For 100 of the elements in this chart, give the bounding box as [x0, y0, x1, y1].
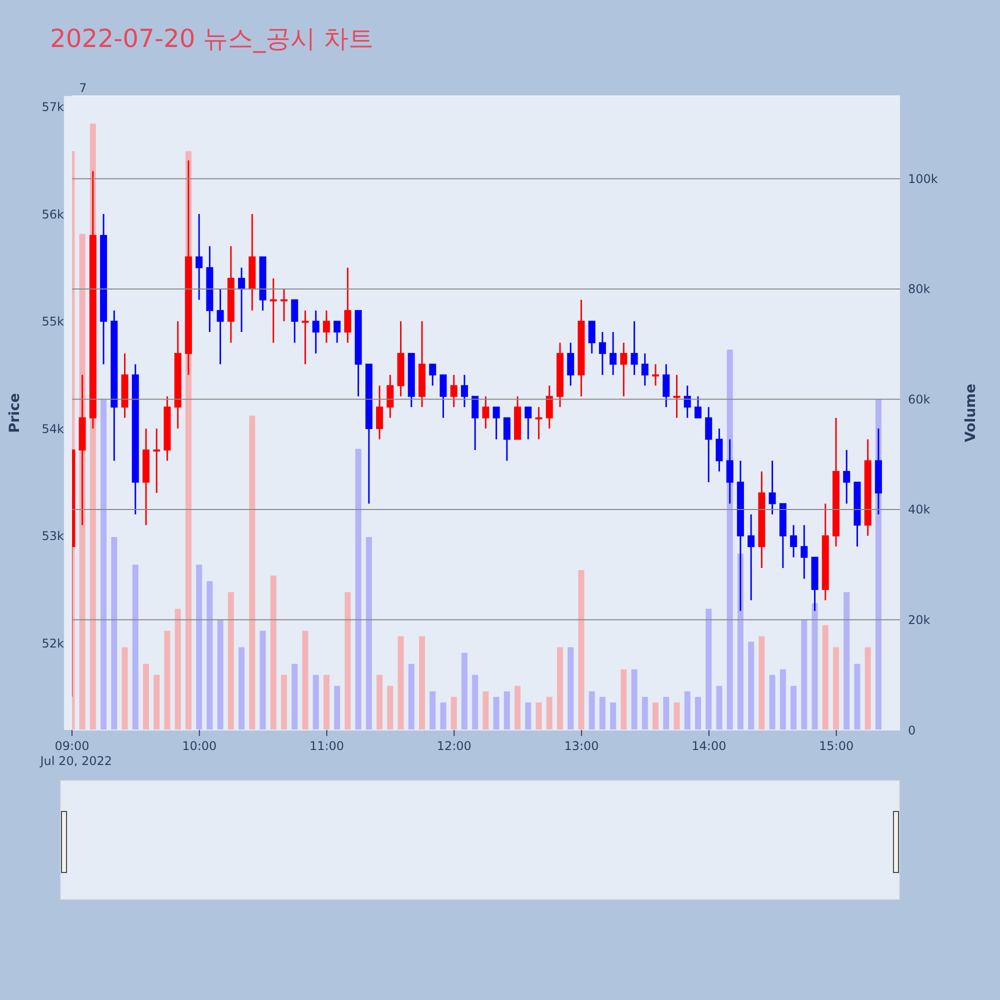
bar	[663, 696, 670, 730]
bar	[174, 608, 181, 730]
candlestick	[684, 384, 691, 419]
bar	[631, 669, 638, 730]
candlestick	[673, 374, 680, 419]
candlestick	[748, 514, 755, 601]
bar	[482, 691, 489, 730]
x-tick-label: 10:00	[182, 739, 217, 753]
bar	[536, 702, 542, 730]
x-tick-label: 09:00 Jul 20, 2022	[39, 739, 112, 768]
bar	[302, 630, 308, 730]
candlestick	[376, 384, 384, 440]
bar	[790, 686, 797, 730]
bar	[249, 416, 256, 730]
bar	[748, 642, 754, 730]
bar	[100, 399, 107, 730]
bar	[801, 620, 808, 730]
candlestick	[630, 320, 638, 376]
bar	[706, 608, 712, 730]
bar	[472, 674, 478, 730]
bar	[780, 669, 786, 730]
bar	[344, 592, 351, 730]
candlestick	[610, 331, 617, 376]
candlestick	[546, 384, 553, 430]
bar	[812, 603, 818, 730]
y2-tick-label: 100k	[908, 172, 938, 186]
bar	[461, 652, 468, 730]
bar	[122, 647, 128, 730]
candlestick	[800, 524, 808, 580]
bar	[525, 702, 532, 730]
y2-tick-label: 60k	[908, 392, 930, 406]
candlestick	[472, 396, 479, 451]
y-axis-title: Price	[6, 393, 23, 433]
bar	[376, 674, 383, 730]
candlestick	[620, 342, 628, 398]
y2-tick-label: 80k	[908, 282, 930, 296]
bar	[196, 564, 202, 730]
candlestick	[716, 428, 723, 472]
candlestick	[440, 374, 447, 419]
bar	[206, 581, 213, 730]
candlestick	[641, 352, 648, 386]
bar	[568, 647, 574, 730]
bar	[844, 592, 850, 730]
candlestick	[482, 396, 490, 430]
candlestick	[238, 266, 246, 333]
candlestick	[694, 396, 702, 419]
candlestick	[216, 288, 224, 365]
bar	[408, 664, 414, 730]
bar	[504, 691, 510, 730]
candlestick	[598, 331, 606, 376]
candlestick	[503, 417, 510, 462]
bar	[514, 686, 521, 730]
y2-axis-title: Volume	[962, 384, 979, 442]
bar	[578, 570, 584, 730]
candlestick	[705, 406, 712, 483]
candlestick	[567, 342, 574, 386]
candlestick	[280, 288, 288, 322]
bar	[684, 691, 690, 730]
bar	[769, 674, 776, 730]
candlestick	[790, 524, 798, 558]
candlestick	[344, 266, 352, 344]
bar	[726, 350, 733, 730]
candlestick	[153, 428, 160, 494]
y-tick-label: 55k	[42, 314, 64, 329]
candlestick	[652, 363, 660, 386]
y2-tick-label: 20k	[908, 613, 930, 627]
bar	[652, 702, 659, 730]
bar	[642, 696, 648, 730]
bar	[312, 674, 319, 730]
candlestick	[450, 374, 458, 408]
candlestick	[386, 374, 394, 419]
y-tick-label: 57k	[42, 100, 64, 114]
bar	[270, 576, 276, 730]
bar	[398, 636, 404, 730]
bar	[758, 636, 765, 730]
chart-title: 2022-07-20 뉴스_공시 차트	[50, 23, 374, 55]
bar	[822, 625, 828, 730]
candlestick	[843, 449, 850, 504]
candlestick	[302, 310, 309, 365]
bar	[737, 554, 744, 730]
x-tick-label: 13:00	[564, 739, 599, 753]
y2-tick-label: 0	[908, 723, 916, 738]
bar	[864, 647, 871, 730]
x-tick-label: 15:00	[819, 739, 854, 753]
bar	[674, 702, 680, 730]
bar	[355, 448, 362, 730]
y-tick-label: 53k	[42, 529, 64, 544]
text: 7	[79, 81, 87, 95]
candlestick	[662, 363, 670, 408]
bar	[366, 537, 372, 730]
bar	[588, 691, 595, 730]
y-tick-label: 52k	[42, 636, 64, 650]
candlestick	[312, 310, 320, 354]
bar	[716, 686, 722, 730]
candlestick	[535, 406, 542, 440]
x-tick-label: 11:00	[309, 739, 344, 753]
candlestick	[460, 374, 468, 408]
bar	[323, 674, 330, 730]
candlestick	[429, 363, 436, 386]
y-tick-label: 54k	[42, 422, 64, 436]
